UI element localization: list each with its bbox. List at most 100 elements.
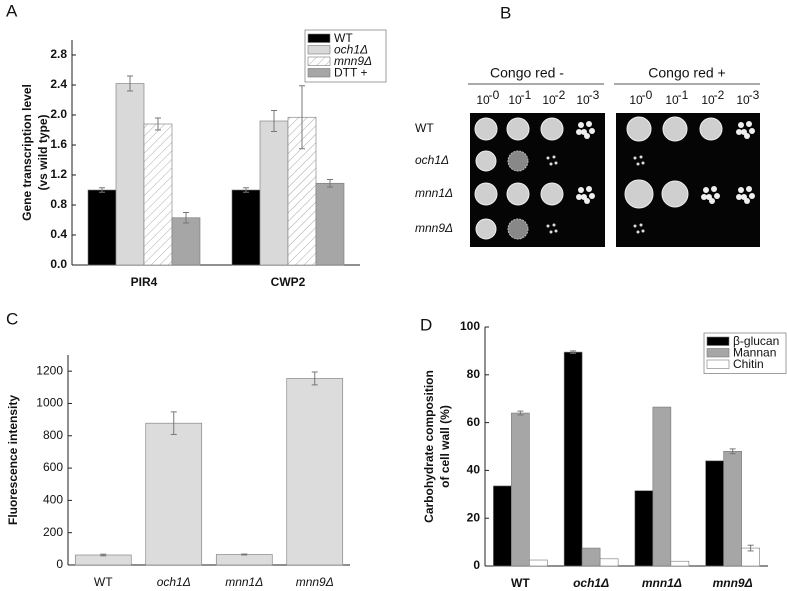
- colony: [475, 150, 497, 172]
- y-tick-label: 0.4: [50, 227, 67, 241]
- colony: [578, 187, 584, 193]
- colony: [662, 116, 688, 142]
- x-tick-label: mnn9Δ: [296, 575, 334, 589]
- y-tick-label: 2.4: [50, 77, 67, 91]
- condition-label: Congo red -: [490, 65, 564, 81]
- x-tick-label: mnn1Δ: [225, 575, 263, 589]
- colony: [586, 121, 592, 127]
- bar: [259, 120, 289, 266]
- colony: [633, 156, 637, 160]
- colony: [576, 194, 582, 200]
- colony: [699, 117, 723, 141]
- bar: [529, 559, 548, 567]
- colony: [578, 122, 584, 128]
- error-bar: [747, 544, 754, 552]
- colony: [586, 186, 592, 192]
- bar: [705, 460, 724, 567]
- panel-letter: A: [6, 1, 18, 20]
- legend-label: DTT +: [334, 65, 367, 79]
- bar: [670, 560, 690, 567]
- y-tick-label: 600: [43, 460, 63, 474]
- dilution-label: 10: [701, 93, 715, 107]
- y-tick-label: 200: [43, 525, 63, 539]
- error-bar: [517, 410, 524, 416]
- strain-label: WT: [415, 121, 434, 135]
- legend-swatch: [307, 56, 331, 66]
- dilution-exponent: -0: [489, 88, 500, 102]
- legend-label: mnn9Δ: [334, 54, 372, 68]
- dilution-exponent: -1: [678, 88, 689, 102]
- colony: [661, 180, 689, 208]
- colony: [584, 133, 590, 139]
- error-bar: [311, 371, 318, 386]
- colony: [507, 150, 529, 172]
- y-tick-label: 60: [467, 415, 481, 429]
- y-tick-label: 1.2: [50, 167, 67, 181]
- colony: [736, 194, 742, 200]
- legend-swatch: [706, 359, 730, 369]
- error-bar: [271, 110, 277, 132]
- colony: [714, 193, 720, 199]
- y-tick-label: 0: [473, 558, 480, 572]
- x-tick-label: CWP2: [271, 275, 306, 289]
- dilution-label: 10: [508, 93, 522, 107]
- bar: [171, 217, 201, 266]
- strain-label: mnn9Δ: [415, 221, 453, 235]
- bar: [143, 123, 173, 266]
- colony: [506, 182, 530, 206]
- colony: [749, 193, 755, 199]
- y-tick-label: 2.8: [50, 47, 67, 61]
- dilution-exponent: -2: [714, 88, 725, 102]
- colony: [709, 198, 715, 204]
- bar: [581, 547, 601, 567]
- x-tick-label: WT: [511, 576, 530, 590]
- y-tick-label: 0: [56, 557, 63, 571]
- colony: [703, 187, 709, 193]
- colony: [633, 224, 637, 228]
- colony: [626, 116, 652, 142]
- colony: [506, 117, 530, 141]
- bar: [315, 182, 345, 266]
- legend-swatch: [706, 348, 730, 358]
- error-bar: [241, 553, 248, 556]
- y-tick-label: 1.6: [50, 137, 67, 151]
- error-bar: [299, 85, 305, 150]
- legend-label: Chitin: [733, 357, 764, 371]
- bar: [493, 485, 512, 567]
- panel-letter: B: [500, 3, 511, 22]
- colony: [546, 156, 550, 160]
- bar: [215, 554, 273, 566]
- colony: [639, 155, 643, 159]
- dilution-label: 10: [629, 93, 643, 107]
- bar: [563, 351, 583, 567]
- error-bar: [170, 411, 177, 435]
- y-tick-label: 0.8: [50, 197, 67, 211]
- x-tick-label: mnn1Δ: [642, 576, 682, 590]
- colony: [639, 223, 643, 227]
- colony: [749, 128, 755, 134]
- condition-label: Congo red +: [648, 65, 725, 81]
- panel-letter: D: [420, 315, 432, 334]
- y-axis-label: of cell wall (%): [438, 405, 452, 488]
- colony: [554, 229, 558, 233]
- y-axis-label: Fluorescence intensity: [6, 395, 20, 525]
- bar: [286, 378, 344, 566]
- colony: [589, 128, 595, 134]
- bar: [231, 189, 261, 266]
- legend-label: WT: [334, 31, 353, 45]
- error-bar: [127, 75, 133, 92]
- colony: [554, 161, 558, 165]
- colony: [744, 198, 750, 204]
- y-tick-label: 40: [467, 463, 481, 477]
- y-tick-label: 100: [460, 319, 480, 333]
- dilution-exponent: -0: [642, 88, 653, 102]
- colony: [549, 162, 553, 166]
- bar: [652, 406, 672, 567]
- error-bar: [155, 117, 161, 131]
- strain-label: mnn1Δ: [415, 186, 453, 200]
- colony: [540, 117, 564, 141]
- error-bar: [183, 212, 189, 224]
- bar: [511, 412, 530, 567]
